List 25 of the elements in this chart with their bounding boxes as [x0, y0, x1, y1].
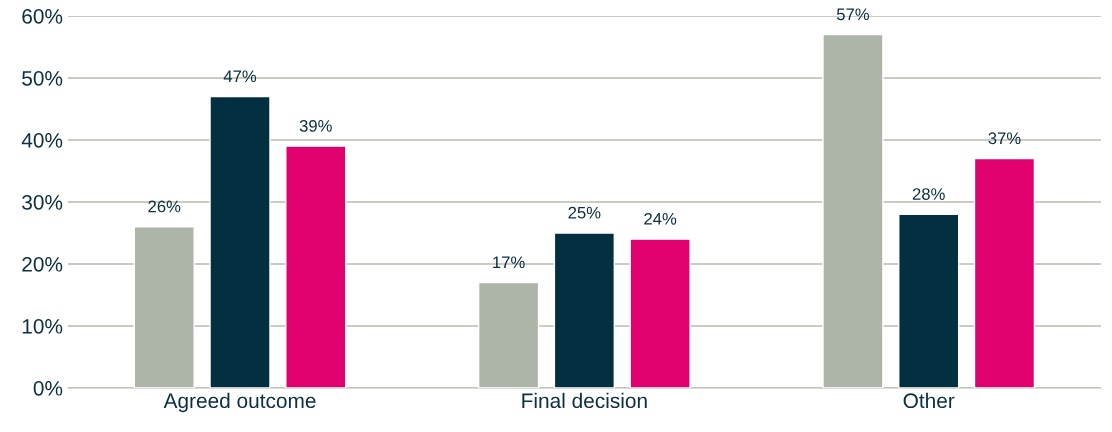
bar: [629, 238, 691, 388]
bar: [209, 95, 271, 388]
y-tick-label: 60%: [22, 8, 63, 24]
y-tick-label: 40%: [21, 132, 63, 148]
bar: [898, 213, 960, 388]
x-tick-label: Other: [903, 392, 955, 409]
y-tick-label: 10%: [22, 318, 63, 334]
data-label: 25%: [568, 206, 601, 219]
y-tick-label: 20%: [22, 256, 63, 272]
bar: [285, 145, 347, 388]
y-tick-label: 50%: [22, 70, 63, 86]
x-tick-label: Final decision: [522, 392, 647, 409]
x-tick-label: Agreed outcome: [163, 392, 316, 413]
bar: [553, 232, 616, 388]
y-tick-label: 0%: [33, 380, 63, 396]
data-label: 26%: [148, 200, 181, 213]
y-tick-label: 30%: [22, 194, 63, 210]
data-label: 57%: [836, 8, 870, 21]
data-label: 28%: [912, 188, 945, 200]
data-label: 17%: [493, 256, 525, 269]
bar: [973, 157, 1036, 388]
data-label: 24%: [644, 212, 677, 225]
data-label: 39%: [299, 119, 332, 132]
data-label: 47%: [223, 70, 257, 83]
data-label: 37%: [988, 132, 1021, 145]
